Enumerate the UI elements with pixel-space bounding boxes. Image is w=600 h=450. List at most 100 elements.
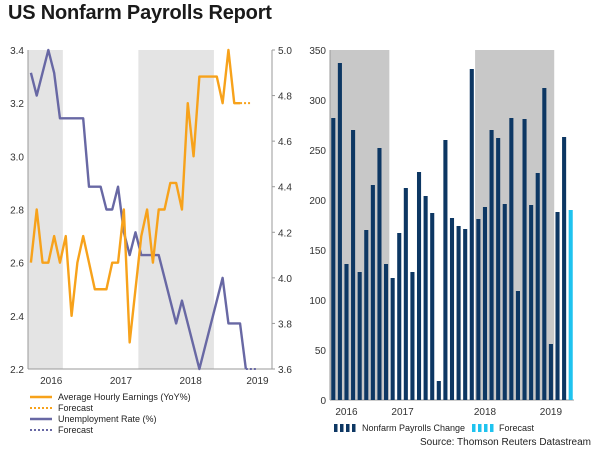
legend-unemployment-label: Unemployment Rate (%) — [58, 414, 157, 424]
right-shaded-regions — [330, 50, 555, 400]
page-title: US Nonfarm Payrolls Report — [8, 2, 272, 24]
payroll-bar-5 — [364, 230, 369, 400]
payroll-bar-23 — [482, 207, 488, 400]
bar-ytick-0: 0 — [320, 396, 326, 407]
legend-unemployment-forecast-label: Forecast — [58, 425, 94, 435]
bar-ytick-4: 200 — [309, 196, 326, 207]
left-shaded-regions — [28, 50, 214, 369]
legend-payrolls-forecast-swatch — [472, 424, 494, 432]
payroll-bar-35 — [562, 137, 567, 400]
right-shade-1 — [475, 50, 555, 400]
payroll-bar-6 — [370, 185, 375, 400]
bar-xtick-1: 2017 — [391, 407, 414, 418]
legend-forecast-swatch-seg-3 — [490, 424, 494, 432]
payroll-bar-10 — [397, 233, 402, 400]
payroll-bar-32 — [542, 88, 547, 400]
series-line-0 — [29, 48, 241, 344]
payroll-bar-9 — [390, 278, 395, 400]
left-ytick-3: 2.8 — [10, 206, 24, 217]
payroll-bar-31 — [535, 173, 540, 400]
payroll-bar-29 — [522, 119, 527, 400]
legend-forecast-swatch-seg-2 — [484, 424, 488, 432]
left-ytick-5: 3.2 — [10, 99, 24, 110]
right-ytick-6: 4.8 — [278, 92, 292, 103]
payroll-bar-30 — [529, 205, 534, 400]
payroll-bar-13 — [416, 172, 422, 400]
left-ytick-0: 2.2 — [10, 365, 24, 376]
series-line-1 — [29, 48, 248, 371]
right-ytick-1: 3.8 — [278, 319, 292, 330]
left-shade-1 — [138, 50, 214, 369]
payroll-bar-24 — [489, 130, 494, 400]
bar-xtick-0: 2016 — [335, 407, 358, 418]
legend-forecast-swatch-seg-1 — [478, 424, 482, 432]
payroll-bar-2 — [344, 264, 349, 400]
payroll-bar-12 — [410, 272, 415, 400]
payroll-bar-4 — [357, 272, 362, 400]
payroll-bar-17 — [443, 140, 448, 400]
right-ytick-3: 4.2 — [278, 228, 292, 239]
payroll-bar-25 — [496, 138, 501, 400]
right-chart-bars — [331, 63, 573, 400]
legend-payrolls-forecast-label: Forecast — [499, 423, 535, 433]
legend-payrolls-swatch-seg-0 — [334, 424, 338, 432]
left-chart-ticks: 2.2 2.4 2.6 2.8 3.0 3.2 3.4 3.6 3.8 4.0 4.2 4.4 4.6 4… — [10, 46, 292, 387]
legend-earnings-forecast-label: Forecast — [58, 403, 94, 413]
left-chart-lines — [29, 48, 258, 371]
left-xtick-3: 2019 — [246, 376, 269, 387]
payroll-bar-7 — [377, 148, 382, 400]
left-xtick-2: 2018 — [180, 376, 203, 387]
bar-ytick-5: 250 — [309, 146, 326, 157]
legend-payrolls-label: Nonfarm Payrolls Change — [362, 423, 465, 433]
bar-xtick-2: 2018 — [474, 407, 497, 418]
right-chart: 0 50 100 150 200 250 300 350 2016 2017 2018 2019 No… — [309, 46, 591, 448]
payroll-bar-26 — [502, 204, 507, 400]
right-legend: Nonfarm Payrolls Change Forecast — [334, 423, 535, 433]
bar-ytick-3: 150 — [309, 246, 326, 257]
payroll-bar-19 — [456, 226, 461, 400]
bar-ytick-7: 350 — [309, 46, 326, 57]
payroll-bar-11 — [403, 188, 408, 400]
forecast-bar-0 — [568, 210, 573, 400]
legend-earnings-label: Average Hourly Earnings (YoY%) — [58, 392, 191, 402]
left-ytick-4: 3.0 — [10, 152, 24, 163]
payroll-bar-22 — [476, 219, 481, 400]
payroll-bar-3 — [351, 130, 356, 400]
payroll-bar-27 — [509, 118, 514, 400]
left-chart: 2.2 2.4 2.6 2.8 3.0 3.2 3.4 3.6 3.8 4.0 4.2 4.4 4.6 4… — [10, 46, 292, 435]
left-xtick-0: 2016 — [40, 376, 63, 387]
payroll-bar-1 — [337, 63, 342, 400]
payroll-bar-16 — [436, 381, 441, 400]
left-xtick-1: 2017 — [110, 376, 133, 387]
left-ytick-1: 2.4 — [10, 312, 24, 323]
bar-ytick-2: 100 — [309, 296, 326, 307]
legend-forecast-swatch-seg-0 — [472, 424, 476, 432]
payroll-bar-18 — [449, 218, 455, 400]
right-chart-ticks: 0 50 100 150 200 250 300 350 2016 2017 2018 2019 — [309, 46, 562, 418]
legend-payrolls-swatch — [334, 424, 356, 432]
bar-ytick-6: 300 — [309, 96, 326, 107]
payroll-bar-34 — [555, 212, 560, 400]
right-ytick-7: 5.0 — [278, 46, 292, 57]
payroll-bar-14 — [423, 196, 428, 400]
legend-payrolls-swatch-seg-2 — [346, 424, 350, 432]
payroll-bar-15 — [430, 213, 435, 400]
legend-payrolls-swatch-seg-1 — [340, 424, 344, 432]
payroll-bar-33 — [548, 344, 553, 400]
payroll-bar-8 — [384, 264, 389, 400]
left-ytick-6: 3.4 — [10, 46, 24, 57]
source-note: Source: Thomson Reuters Datastream — [420, 437, 591, 448]
payroll-bar-0 — [331, 118, 336, 400]
right-ytick-5: 4.6 — [278, 137, 292, 148]
payroll-bar-20 — [463, 229, 468, 400]
bar-xtick-3: 2019 — [540, 407, 563, 418]
right-ytick-0: 3.6 — [278, 365, 292, 376]
bar-ytick-1: 50 — [315, 346, 327, 357]
legend-payrolls-swatch-seg-3 — [352, 424, 356, 432]
right-ytick-4: 4.4 — [278, 183, 292, 194]
right-ytick-2: 4.0 — [278, 274, 292, 285]
payroll-bar-21 — [469, 69, 474, 400]
left-legend: Average Hourly Earnings (YoY%) Forecast … — [30, 392, 191, 435]
payroll-bar-28 — [515, 291, 520, 400]
